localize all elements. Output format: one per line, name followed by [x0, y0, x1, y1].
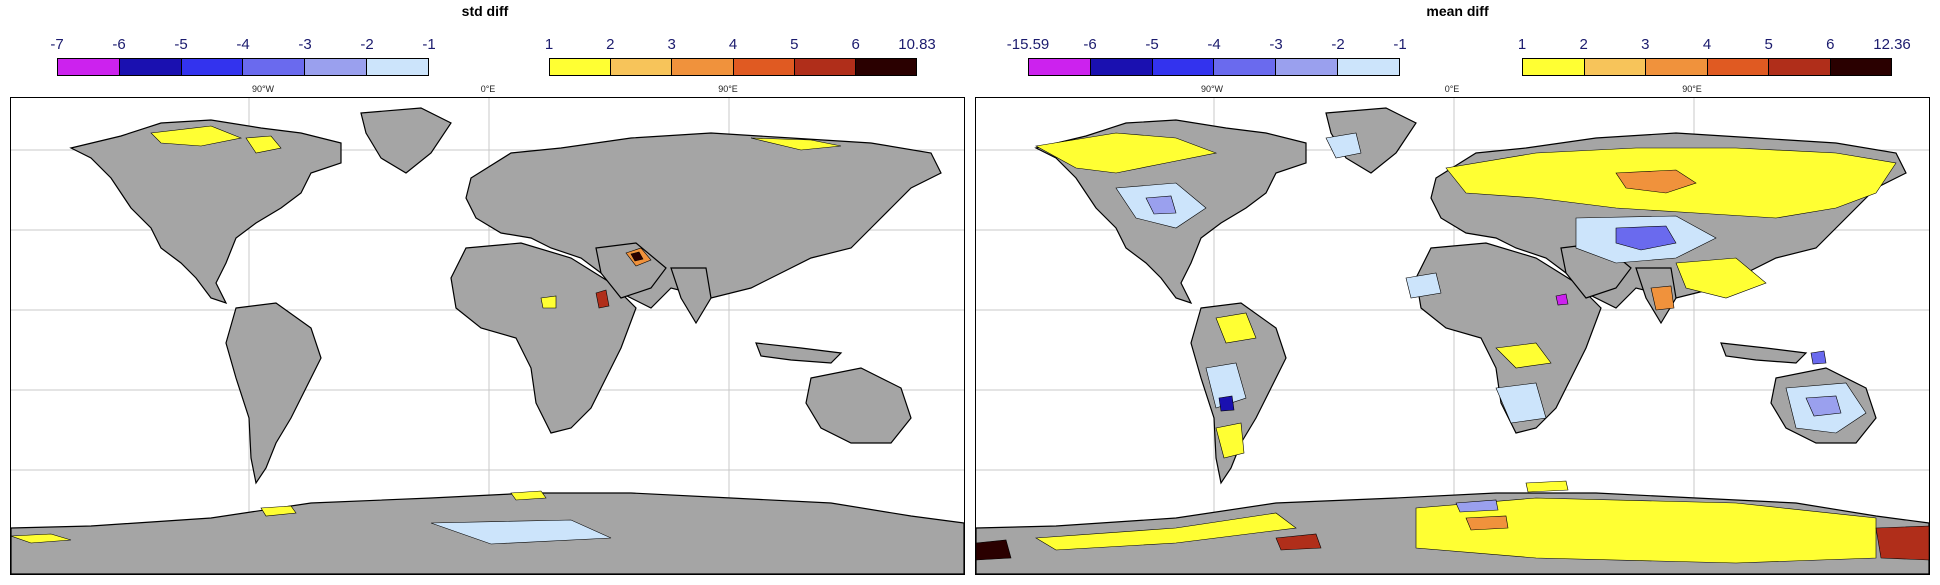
colorbar-swatch	[1338, 59, 1399, 75]
lon-label-90e: 90°E	[1682, 84, 1702, 94]
colorbar-tick-label: -4	[236, 36, 249, 53]
colorbar-swatch	[305, 59, 367, 75]
colorbar-tick-label: -15.59	[1007, 36, 1050, 53]
australia	[806, 368, 911, 443]
lon-label-0e: 0°E	[481, 84, 496, 94]
colorbar-tick-label: -2	[1331, 36, 1344, 53]
colorbar-tick-label: 3	[667, 36, 675, 53]
colorbar-tick-label: -2	[360, 36, 373, 53]
colorbar-swatch	[1091, 59, 1153, 75]
colorbar-swatch	[734, 59, 795, 75]
positive-colorbar: 1 2 3 4 5 6 10.83	[549, 36, 917, 76]
colorbar-tick-label: 4	[729, 36, 737, 53]
colorbar-tick-label: 3	[1641, 36, 1649, 53]
colorbar-tick-label: 1	[545, 36, 553, 53]
colorbar-tick-label: 2	[606, 36, 614, 53]
lon-label-90w: 90°W	[1201, 84, 1223, 94]
colorbar-bar	[57, 58, 429, 76]
colorbar-tick-label: 5	[1764, 36, 1772, 53]
colorbar-bar	[1522, 58, 1892, 76]
colorbar-swatch	[1029, 59, 1091, 75]
colorbar-swatch	[1523, 59, 1585, 75]
colorbar-swatch	[243, 59, 305, 75]
colorbar-swatch	[58, 59, 120, 75]
colorbar-tick-label: -1	[422, 36, 435, 53]
colorbar-tick-label: -5	[174, 36, 187, 53]
colorbar-swatch	[1276, 59, 1338, 75]
negative-colorbar: -7 -6 -5 -4 -3 -2 -1	[57, 36, 429, 76]
colorbar-bar	[549, 58, 917, 76]
colorbar-tick-label: -3	[298, 36, 311, 53]
panel-title: mean diff	[975, 3, 1940, 19]
landmasses	[11, 108, 964, 574]
colorbar-tick-label: -3	[1269, 36, 1282, 53]
colorbar-swatch	[182, 59, 244, 75]
colorbar-tick-label: 6	[851, 36, 859, 53]
colorbar-tick-label: 2	[1579, 36, 1587, 53]
lon-label-90e: 90°E	[718, 84, 738, 94]
colorbar-swatch	[1708, 59, 1770, 75]
colorbar-swatch	[1646, 59, 1708, 75]
greenland	[361, 108, 451, 173]
colorbar-tick-label: 12.36	[1873, 36, 1911, 53]
std-diff-map	[10, 97, 965, 575]
colorbar-tick-label: 4	[1703, 36, 1711, 53]
colorbar-bar	[1028, 58, 1400, 76]
lon-label-0e: 0°E	[1445, 84, 1460, 94]
colorbar-swatch	[672, 59, 733, 75]
colorbar-tick-label: -6	[112, 36, 125, 53]
north-america	[71, 120, 341, 303]
colorbar-labels: -7 -6 -5 -4 -3 -2 -1	[57, 36, 429, 56]
colorbar-tick-label: -4	[1207, 36, 1220, 53]
mean-diff-panel: mean diff -15.59 -6 -5 -4 -3 -2 -1 1 2 3 4 5 6 12.36…	[975, 0, 1940, 585]
indonesia	[756, 343, 841, 363]
colorbar-tick-label: -5	[1145, 36, 1158, 53]
colorbar-swatch	[120, 59, 182, 75]
colorbar-tick-label: 6	[1826, 36, 1834, 53]
colorbar-swatch	[550, 59, 611, 75]
colorbar-labels: -15.59 -6 -5 -4 -3 -2 -1	[1028, 36, 1400, 56]
colorbar-swatch	[1585, 59, 1647, 75]
mean-diff-map	[975, 97, 1930, 575]
colorbar-swatch	[1153, 59, 1215, 75]
colorbar-labels: 1 2 3 4 5 6 10.83	[549, 36, 917, 56]
colorbar-tick-label: 10.83	[898, 36, 936, 53]
colorbar-swatch	[795, 59, 856, 75]
colorbar-swatch	[367, 59, 428, 75]
positive-colorbar: 1 2 3 4 5 6 12.36	[1522, 36, 1892, 76]
lon-label-90w: 90°W	[252, 84, 274, 94]
india	[671, 268, 711, 323]
negative-colorbar: -15.59 -6 -5 -4 -3 -2 -1	[1028, 36, 1400, 76]
colorbar-tick-label: -6	[1083, 36, 1096, 53]
colorbar-swatch	[1214, 59, 1276, 75]
colorbar-tick-label: -1	[1393, 36, 1406, 53]
colorbar-swatch	[1831, 59, 1892, 75]
panel-title: std diff	[0, 3, 970, 19]
colorbar-tick-label: 1	[1518, 36, 1526, 53]
colorbar-swatch	[1769, 59, 1831, 75]
south-america	[226, 303, 321, 483]
std-diff-panel: std diff -7 -6 -5 -4 -3 -2 -1 1 2 3 4 5 6 10.83 90°W…	[0, 0, 970, 585]
colorbar-tick-label: -7	[50, 36, 63, 53]
colorbar-swatch	[611, 59, 672, 75]
colorbar-labels: 1 2 3 4 5 6 12.36	[1522, 36, 1892, 56]
colorbar-swatch	[856, 59, 916, 75]
world-map-mean	[976, 98, 1929, 574]
indonesia	[1721, 343, 1806, 363]
world-map-std	[11, 98, 964, 574]
colorbar-tick-label: 5	[790, 36, 798, 53]
